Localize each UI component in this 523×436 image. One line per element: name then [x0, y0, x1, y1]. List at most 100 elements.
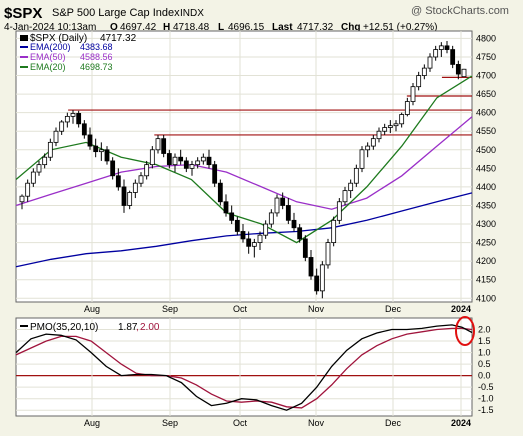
candle-up [325, 242, 331, 266]
candle-down [161, 138, 167, 154]
candle-up [410, 86, 416, 102]
candle-up [416, 75, 422, 88]
candle-up [319, 264, 325, 292]
high-label: H [163, 22, 170, 33]
candle-up [47, 141, 53, 158]
candle-up [331, 219, 337, 244]
high-value: 4718.48 [173, 22, 210, 33]
price-legend: $SPX (Daily) 4717.32 EMA(200) 4383.68 EM… [20, 33, 137, 72]
candle-up [200, 156, 206, 162]
candle-up [36, 164, 42, 173]
candle-down [110, 160, 116, 177]
candle-up [404, 101, 410, 115]
candle-up [59, 121, 65, 132]
watermark: @ StockCharts.com [411, 5, 509, 17]
candle-up [155, 138, 161, 151]
candle-up [64, 115, 70, 123]
candle-up [257, 234, 263, 244]
price-y-tick-label: 4700 [476, 71, 496, 81]
candle-down [302, 238, 308, 258]
pmo-y-tick-label: -0.5 [478, 382, 494, 392]
candle-down [93, 145, 99, 153]
pmo-x-tick-label: Oct [233, 418, 248, 428]
candle-up [42, 156, 48, 166]
legend-ema20-value: 4698.73 [80, 62, 113, 72]
candle-up [399, 114, 405, 125]
pmo-legend-value: 1.87 [118, 322, 138, 333]
candle-up [251, 242, 257, 247]
candle-up [263, 223, 269, 236]
price-y-tick-label: 4200 [476, 256, 496, 266]
price-y-tick-label: 4450 [476, 163, 496, 173]
legend-ema50-value: 4588.56 [80, 52, 113, 62]
candle-up [70, 113, 76, 117]
candle-up [382, 127, 388, 132]
candle-down [76, 113, 82, 125]
price-y-tick-label: 4800 [476, 33, 496, 43]
candle-down [212, 164, 218, 184]
exchange: INDX [180, 8, 204, 19]
price-x-tick-label: Aug [84, 304, 100, 314]
pmo-signal-legend-value: 2.00 [140, 322, 160, 333]
low-label: L [218, 22, 224, 33]
candle-down [450, 49, 456, 65]
legend-ema200-value: 4383.68 [80, 42, 113, 52]
candle-up [144, 164, 150, 177]
price-y-tick-label: 4500 [476, 145, 496, 155]
change-label: Chg [341, 22, 360, 33]
candle-down [81, 123, 87, 136]
candle-up [438, 45, 444, 50]
candle-up [30, 171, 36, 184]
pmo-y-tick-label: 1.5 [478, 336, 491, 346]
candle-down [104, 149, 110, 162]
legend-swatch-price [20, 35, 28, 41]
candle-up [387, 125, 393, 128]
pmo-x-tick-label: Sep [162, 418, 178, 428]
pmo-y-tick-label: -1.0 [478, 394, 494, 404]
price-y-tick-label: 4150 [476, 275, 496, 285]
candle-down [308, 257, 314, 277]
price-x-tick-label: Sep [162, 304, 178, 314]
price-y-tick-label: 4100 [476, 293, 496, 303]
price-y-tick-label: 4400 [476, 182, 496, 192]
candle-up [149, 149, 155, 166]
pmo-legend-name: PMO(35,20,10) [30, 322, 98, 333]
price-x-tick-label: 2024 [451, 304, 471, 314]
ema50-line [15, 116, 473, 210]
index-name: S&P 500 Large Cap Index [52, 7, 180, 19]
symbol: $SPX [4, 5, 42, 22]
legend-ema20-name: EMA(20) [30, 62, 66, 72]
legend-price-name: $SPX (Daily) [30, 33, 87, 44]
price-y-tick-label: 4600 [476, 108, 496, 118]
candle-up [359, 149, 365, 169]
candle-up [268, 212, 274, 225]
last-label: Last [272, 22, 293, 33]
pmo-y-tick-label: 1.0 [478, 348, 491, 358]
price-y-tick-label: 4750 [476, 52, 496, 62]
price-x-tick-label: Oct [233, 304, 248, 314]
candle-up [98, 149, 104, 153]
candle-up [19, 195, 25, 203]
candle-down [121, 186, 127, 206]
price-y-tick-label: 4650 [476, 89, 496, 99]
low-value: 4696.15 [228, 22, 265, 33]
candle-down [285, 205, 291, 221]
candle-up [189, 164, 195, 169]
candle-down [297, 227, 303, 240]
candle-down [166, 153, 172, 166]
candle-up [376, 130, 382, 140]
candle-up [365, 145, 371, 151]
candle-down [87, 134, 93, 147]
candle-up [53, 130, 59, 143]
pmo-y-tick-label: 0.0 [478, 371, 491, 381]
candle-down [234, 219, 240, 232]
candle-up [433, 49, 439, 58]
pmo-x-tick-label: Dec [385, 418, 402, 428]
candle-down [206, 156, 212, 166]
candle-up [274, 197, 280, 214]
price-x-tick-label: Nov [308, 304, 325, 314]
pmo-signal-line [15, 327, 473, 409]
candle-down [217, 182, 223, 203]
